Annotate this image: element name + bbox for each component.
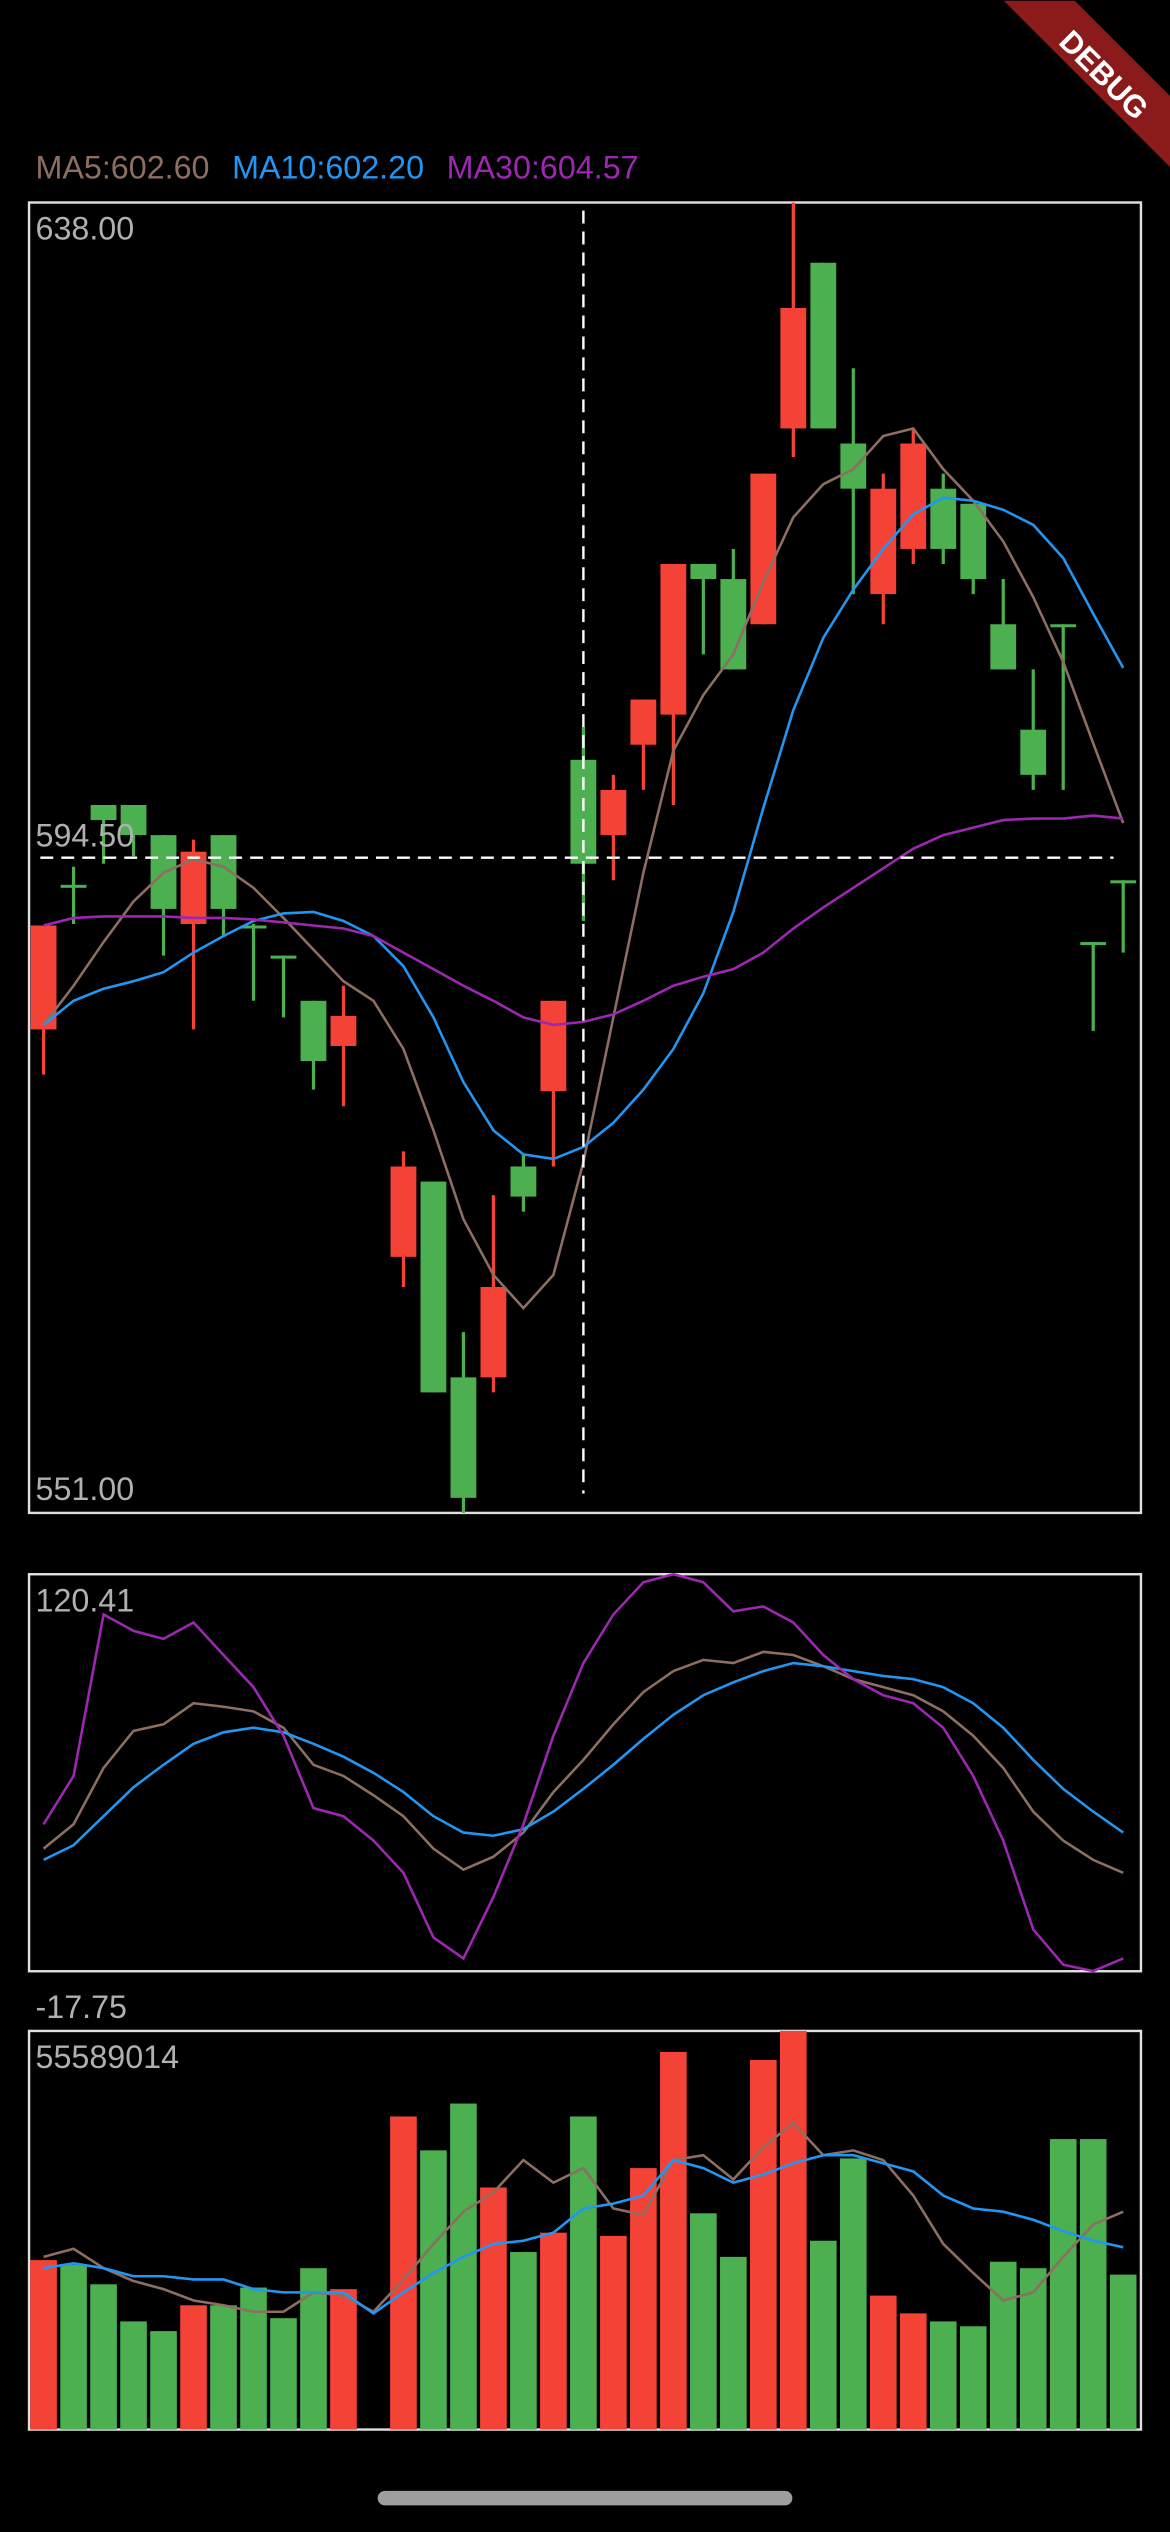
legend-entry: MA10:602.20 xyxy=(232,149,424,185)
volume-bar xyxy=(540,2232,567,2430)
candle-body xyxy=(300,1000,327,1062)
volume-bar xyxy=(570,2116,597,2430)
candle-body xyxy=(1110,880,1137,884)
volume-bar xyxy=(30,2260,57,2430)
volume-bar xyxy=(150,2331,177,2430)
candle-body xyxy=(270,955,297,959)
volume-bar xyxy=(270,2318,297,2430)
y-tick-label: 638.00 xyxy=(36,211,135,247)
candle-body xyxy=(840,443,867,489)
home-indicator xyxy=(377,2490,793,2506)
ma-line xyxy=(43,814,1124,1027)
candle-body xyxy=(900,443,927,549)
volume-bar xyxy=(839,2158,867,2430)
candle-body xyxy=(810,262,837,429)
plots: 594.50 551.00 638.00 -17.75 120.41 55589014 xyxy=(30,202,1137,2430)
volume-bar xyxy=(630,2168,657,2430)
volume-bar xyxy=(90,2284,117,2430)
candle-body xyxy=(90,804,117,821)
volume-bar xyxy=(210,2305,237,2430)
candle-body xyxy=(960,503,987,580)
legend-entry: MA5:602.60 xyxy=(36,149,210,185)
ma-line xyxy=(42,496,1125,1161)
volume-bar xyxy=(959,2326,987,2430)
candle-body xyxy=(990,624,1017,670)
volume-bar xyxy=(750,2059,777,2430)
volume-bar xyxy=(1049,2139,1077,2430)
y-tick-label: -17.75 xyxy=(36,1989,127,2025)
candle-body xyxy=(750,473,777,625)
volume-bar xyxy=(809,2240,837,2430)
y-tick-label: 55589014 xyxy=(36,2039,180,2075)
ma-line xyxy=(43,1661,1124,1862)
volume-bar xyxy=(869,2295,897,2430)
volume-bar xyxy=(450,2103,477,2430)
candle-body xyxy=(1050,624,1077,628)
candle-body xyxy=(450,1377,477,1498)
volume-bar xyxy=(899,2313,927,2430)
candle-body xyxy=(780,307,807,429)
candle-body xyxy=(510,1166,537,1197)
candle-body xyxy=(690,564,717,580)
volume-bar xyxy=(420,2150,447,2430)
volume-bar xyxy=(1109,2274,1137,2430)
volume-bar xyxy=(929,2321,957,2430)
ma-line xyxy=(42,1650,1124,1875)
candle-body xyxy=(480,1286,507,1378)
volume-bar xyxy=(690,2213,717,2430)
y-tick-label: 120.41 xyxy=(36,1582,135,1618)
candle-body xyxy=(540,1000,567,1092)
volume-bar xyxy=(330,2289,357,2430)
candle-body xyxy=(420,1181,447,1393)
candle-body xyxy=(660,564,687,715)
volume-bar xyxy=(120,2321,147,2430)
candle-body xyxy=(600,789,627,836)
candle-body xyxy=(630,699,657,745)
volume-bar xyxy=(600,2235,627,2430)
legend: MA5:602.60 MA10:602.20 MA30:604.57 xyxy=(36,149,639,185)
main-panel xyxy=(27,201,1143,1515)
volume-bar xyxy=(390,2116,417,2430)
volume-bar xyxy=(180,2305,207,2430)
y-tick-label: 551.00 xyxy=(36,1471,135,1507)
volume-bar xyxy=(660,2051,687,2430)
volume-bar xyxy=(60,2264,87,2430)
volume-bar xyxy=(510,2252,537,2430)
volume-bar xyxy=(300,2268,327,2430)
volume-bar xyxy=(480,2187,507,2430)
volume-bar xyxy=(780,2030,807,2430)
ma-line xyxy=(43,2121,1124,2314)
ma-line xyxy=(43,2153,1124,2315)
candle-body xyxy=(1080,942,1107,946)
candle-body xyxy=(330,1015,357,1046)
candle-body xyxy=(1020,729,1047,775)
candle-body xyxy=(390,1166,417,1257)
candle-body xyxy=(870,488,897,595)
debug-banner xyxy=(1003,0,1170,168)
volume-bar xyxy=(989,2261,1017,2430)
legend-entry: MA30:604.57 xyxy=(447,149,639,185)
ma-line xyxy=(42,1572,1124,1973)
indicator-panel xyxy=(27,1573,1143,1973)
crosshair-label: 594.50 xyxy=(36,817,135,853)
volume-bar xyxy=(720,2256,747,2430)
candle-body xyxy=(60,884,87,888)
volume-bar xyxy=(1079,2139,1107,2430)
candle-body xyxy=(120,804,147,836)
candle-body xyxy=(240,925,267,929)
